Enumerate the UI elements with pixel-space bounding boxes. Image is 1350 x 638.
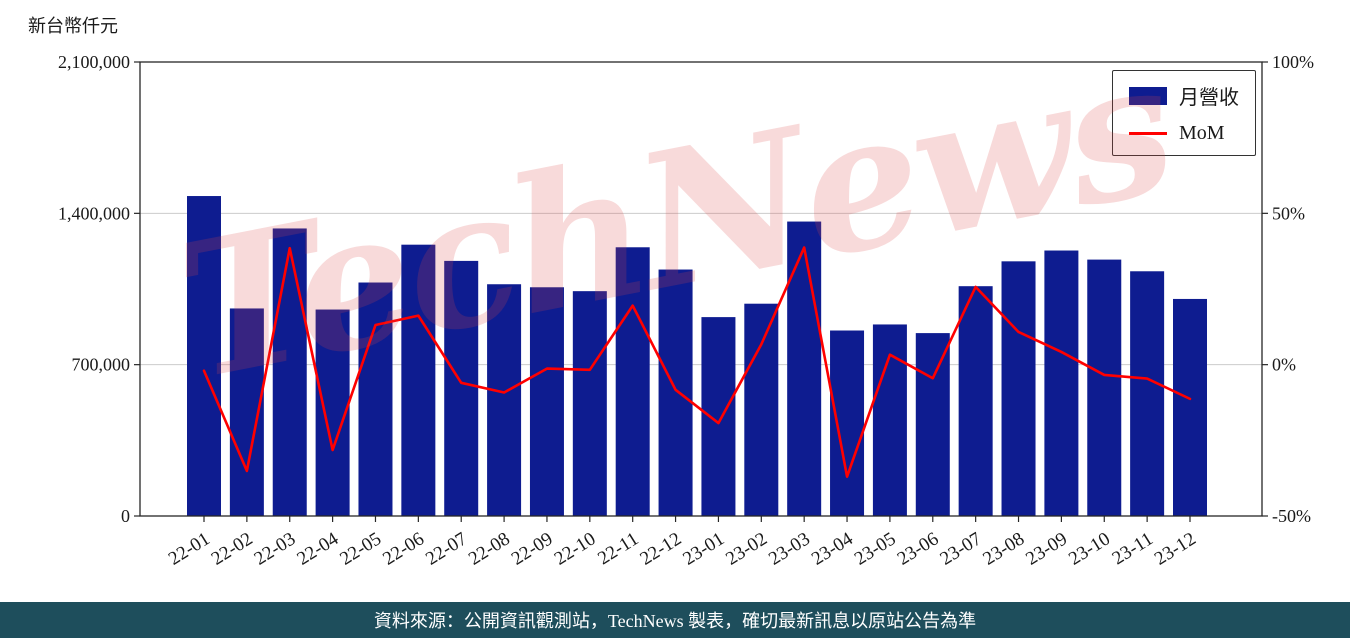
revenue-mom-chart: 0 700,000 1,400,000 2,100,000 -50% 0% 50% 100% 2… (58, 52, 1314, 570)
revenue-bar (401, 244, 436, 516)
revenue-bar (872, 324, 907, 516)
left-tick-label: 700,000 (72, 355, 131, 375)
right-tick-label: 100% (1272, 52, 1314, 72)
x-tick-label: 22-09 (508, 528, 557, 569)
x-tick-label: 23-02 (722, 528, 771, 569)
revenue-bar (658, 269, 693, 516)
revenue-bar (1173, 298, 1207, 516)
x-tick-label: 23-03 (765, 528, 814, 569)
x-tick-label: 22-02 (208, 528, 257, 569)
legend-bar-label: 月營收 (1179, 87, 1239, 109)
x-tick-label: 22-01 (165, 528, 214, 569)
x-tick-label: 22-10 (551, 528, 600, 569)
revenue-bar (187, 196, 221, 517)
revenue-bar (958, 286, 993, 516)
revenue-bar (701, 317, 736, 516)
x-tick-label: 22-07 (422, 528, 471, 569)
mom-line (202, 246, 1192, 478)
x-tick-label: 23-07 (937, 528, 986, 569)
legend-row-mom: MoM (1129, 122, 1239, 145)
x-tick-label: 22-06 (379, 528, 428, 569)
plot-border (139, 61, 1263, 517)
left-tick-label: 2,100,000 (58, 52, 130, 72)
revenue-bar (272, 228, 307, 516)
revenue-bar (1130, 271, 1165, 516)
x-tick-label: 22-04 (294, 528, 343, 570)
revenue-bar (529, 287, 564, 516)
x-tick-label: 23-01 (679, 528, 728, 569)
left-tick-label: 1,400,000 (58, 203, 130, 223)
x-tick-label: 22-03 (251, 528, 300, 569)
right-tick-label: 50% (1272, 203, 1305, 223)
x-tick-label: 23-09 (1022, 528, 1071, 569)
x-tick-label: 22-12 (636, 528, 685, 569)
legend-row-revenue: 月營收 (1129, 81, 1239, 110)
y-axis-unit-label: 新台幣仟元 (28, 16, 118, 36)
legend-line-swatch (1129, 132, 1167, 135)
source-footer: 資料來源：公開資訊觀測站，TechNews 製表，確切最新訊息以原站公告為準 (0, 602, 1350, 638)
revenue-bar (1001, 261, 1036, 516)
revenue-bar (1087, 259, 1122, 516)
x-tick-label: 23-10 (1065, 528, 1114, 569)
revenue-bar (744, 303, 779, 516)
revenue-bar (444, 260, 479, 516)
revenue-bar (487, 284, 522, 516)
x-tick-label: 22-11 (594, 528, 642, 569)
x-tick-label: 23-11 (1109, 528, 1157, 569)
revenue-bar (915, 333, 950, 516)
x-tick-label: 23-05 (851, 528, 900, 569)
x-tick-label: 23-06 (894, 528, 943, 569)
x-tick-label: 23-08 (979, 528, 1028, 569)
revenue-bar (830, 330, 865, 516)
revenue-bar (358, 282, 393, 516)
right-tick-label: 0% (1272, 355, 1296, 375)
left-tick-label: 0 (121, 506, 130, 526)
legend-line-label: MoM (1179, 122, 1225, 144)
right-tick-label: -50% (1272, 506, 1311, 526)
revenue-bar (787, 221, 822, 516)
revenue-bar (315, 309, 350, 516)
source-footer-text: 資料來源：公開資訊觀測站，TechNews 製表，確切最新訊息以原站公告為準 (373, 611, 977, 631)
legend-bar-swatch (1129, 86, 1167, 105)
x-tick-label: 22-05 (336, 528, 385, 569)
revenue-bar (1044, 250, 1079, 516)
revenue-bar (572, 291, 607, 516)
x-tick-label: 23-12 (1151, 528, 1200, 569)
revenue-bar (615, 247, 650, 516)
x-tick-label: 23-04 (808, 528, 857, 570)
x-tick-label: 22-08 (465, 528, 514, 569)
legend: 月營收 MoM (1112, 70, 1256, 156)
